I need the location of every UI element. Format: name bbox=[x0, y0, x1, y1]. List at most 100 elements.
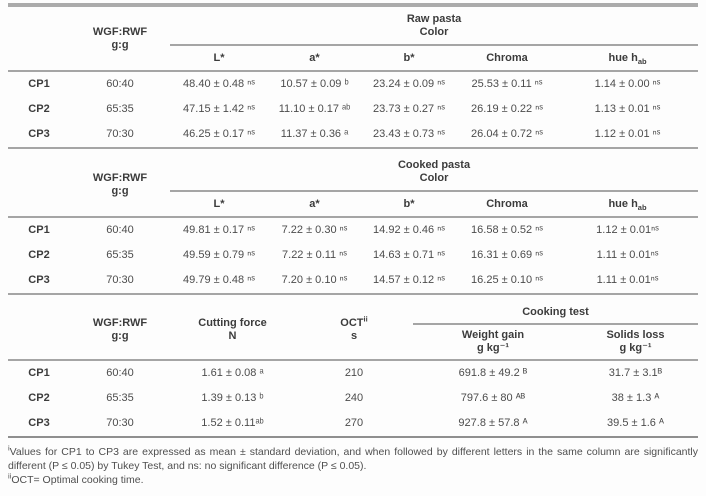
col-header-hue: hue hab bbox=[608, 197, 647, 212]
ratio-cell: 60:40 bbox=[106, 78, 134, 90]
value-cell-b: 23.73 ± 0.27 ⁿˢ bbox=[373, 103, 445, 115]
value-cell-a: 7.22 ± 0.11 ⁿˢ bbox=[282, 249, 347, 261]
group-header-row: WGF:RWF g:g Raw pasta Color bbox=[8, 5, 699, 51]
value-cell-L: 49.79 ± 0.48 ⁿˢ bbox=[183, 274, 255, 286]
ratio-column-header: WGF:RWF g:g bbox=[70, 295, 170, 360]
value-cell-b: 23.24 ± 0.09 ⁿˢ bbox=[373, 78, 445, 90]
sample-cell: CP1 bbox=[28, 78, 50, 90]
cooking-test-group-header: Cooking test bbox=[413, 295, 698, 325]
oct-unit: s bbox=[350, 330, 358, 342]
group-subtitle: Color bbox=[419, 26, 449, 38]
table-row: CP3 70:30 1.52 ± 0.11ᵃᵇ 270 927.8 ± 57.8… bbox=[8, 411, 698, 437]
group-title: Raw pasta bbox=[406, 13, 462, 25]
value-cell-b: 23.43 ± 0.73 ⁿˢ bbox=[373, 128, 445, 140]
cooking-test-table: WGF:RWF g:g Cutting force N OCTii s Cook… bbox=[8, 295, 698, 438]
hue-subscript: ab bbox=[637, 202, 647, 212]
sample-cell: CP3 bbox=[28, 274, 50, 286]
value-cell-cutting-force: 1.52 ± 0.11ᵃᵇ bbox=[201, 417, 264, 429]
col-header-chroma: Chroma bbox=[486, 51, 528, 64]
value-cell-chroma: 26.04 ± 0.72 ⁿˢ bbox=[471, 128, 543, 140]
value-cell-a: 11.10 ± 0.17 ᵃᵇ bbox=[278, 103, 351, 115]
sample-cell: CP1 bbox=[28, 367, 50, 379]
value-cell-chroma: 16.25 ± 0.10 ⁿˢ bbox=[471, 274, 543, 286]
value-cell-chroma: 16.31 ± 0.69 ⁿˢ bbox=[471, 249, 543, 261]
value-cell-a: 10.57 ± 0.09 ᵇ bbox=[280, 78, 349, 90]
oct-column-header: OCTii s bbox=[295, 295, 413, 360]
oct-label: OCT bbox=[340, 317, 364, 329]
ratio-cell: 70:30 bbox=[106, 128, 134, 140]
value-cell-a: 7.20 ± 0.10 ⁿˢ bbox=[281, 274, 348, 286]
table-row: CP2 65:35 49.59 ± 0.79 ⁿˢ 7.22 ± 0.11 ⁿˢ… bbox=[8, 243, 698, 268]
ratio-cell: 65:35 bbox=[106, 249, 134, 261]
value-cell-b: 14.92 ± 0.46 ⁿˢ bbox=[373, 224, 445, 236]
table-row: CP1 60:40 1.61 ± 0.08 ᵃ 210 691.8 ± 49.2… bbox=[8, 360, 698, 386]
value-cell-a: 7.22 ± 0.30 ⁿˢ bbox=[281, 224, 348, 236]
ratio-header-line1: WGF:RWF bbox=[92, 317, 148, 329]
value-cell-hue: 1.11 ± 0.01ⁿˢ bbox=[596, 274, 659, 286]
hue-subscript: ab bbox=[637, 56, 647, 66]
value-cell-weight-gain: 927.8 ± 57.8 ᴬ bbox=[458, 417, 528, 429]
cooked-pasta-table: WGF:RWF g:g Cooked pasta Color L* a* b* … bbox=[8, 149, 699, 295]
footnote-marker-i: i bbox=[8, 443, 10, 453]
table-row: CP2 65:35 47.15 ± 1.42 ⁿˢ 11.10 ± 0.17 ᵃ… bbox=[8, 97, 698, 122]
cooking-test-header: WGF:RWF g:g Cutting force N OCTii s Cook… bbox=[8, 295, 698, 360]
col-header-a: a* bbox=[309, 51, 320, 64]
oct-superscript: ii bbox=[363, 314, 368, 324]
col-header-hue: hue hab bbox=[608, 51, 647, 66]
value-cell-chroma: 25.53 ± 0.11 ⁿˢ bbox=[471, 78, 543, 90]
col-header-chroma: Chroma bbox=[486, 197, 528, 210]
column-label-row: Weight gain g kg⁻¹ Solids loss g kg⁻¹ bbox=[8, 324, 698, 360]
sample-cell: CP3 bbox=[28, 128, 50, 140]
group-title: Cooked pasta bbox=[397, 159, 471, 171]
group-subtitle: Color bbox=[419, 172, 449, 184]
ratio-header-line2: g:g bbox=[111, 185, 129, 197]
ratio-header-line2: g:g bbox=[111, 330, 129, 342]
value-cell-oct: 240 bbox=[344, 392, 364, 404]
ratio-cell: 60:40 bbox=[106, 367, 134, 379]
value-cell-L: 49.59 ± 0.79 ⁿˢ bbox=[183, 249, 255, 261]
sample-cell: CP1 bbox=[28, 224, 50, 236]
sample-column-header-empty bbox=[8, 295, 70, 360]
value-cell-solids-loss: 31.7 ± 3.1ᴮ bbox=[608, 367, 663, 379]
col-header-solids-loss: Solids loss g kg⁻¹ bbox=[606, 329, 665, 354]
table-row: CP1 60:40 48.40 ± 0.48 ⁿˢ 10.57 ± 0.09 ᵇ… bbox=[8, 71, 698, 97]
value-cell-hue: 1.11 ± 0.01ⁿˢ bbox=[596, 249, 659, 261]
sample-cell: CP2 bbox=[28, 103, 50, 115]
value-cell-chroma: 26.19 ± 0.22 ⁿˢ bbox=[471, 103, 543, 115]
value-cell-L: 48.40 ± 0.48 ⁿˢ bbox=[183, 78, 255, 90]
ratio-column-header: WGF:RWF g:g bbox=[70, 5, 170, 71]
table-footnotes: iValues for CP1 to CP3 are expressed as … bbox=[8, 443, 698, 487]
footnote-values: iValues for CP1 to CP3 are expressed as … bbox=[8, 443, 698, 473]
footnote-values-text: Values for CP1 to CP3 are expressed as m… bbox=[8, 446, 698, 472]
value-cell-cutting-force: 1.39 ± 0.13 ᵇ bbox=[201, 392, 264, 404]
sample-cell: CP2 bbox=[28, 249, 50, 261]
sample-cell: CP2 bbox=[28, 392, 50, 404]
value-cell-hue: 1.14 ± 0.00 ⁿˢ bbox=[594, 78, 661, 90]
table-row: CP3 70:30 46.25 ± 0.17 ⁿˢ 11.37 ± 0.36 ᵃ… bbox=[8, 122, 698, 148]
value-cell-b: 14.63 ± 0.71 ⁿˢ bbox=[373, 249, 445, 261]
column-label-row: L* a* b* Chroma hue hab bbox=[8, 45, 698, 71]
sample-column-header-empty bbox=[8, 149, 70, 217]
ratio-column-header: WGF:RWF g:g bbox=[70, 149, 170, 217]
table-row: CP1 60:40 49.81 ± 0.17 ⁿˢ 7.22 ± 0.30 ⁿˢ… bbox=[8, 217, 698, 243]
cooked-pasta-group-header: Cooked pasta Color bbox=[170, 149, 699, 192]
value-cell-L: 47.15 ± 1.42 ⁿˢ bbox=[183, 103, 255, 115]
cooked-pasta-header: WGF:RWF g:g Cooked pasta Color L* a* b* … bbox=[8, 149, 699, 217]
value-cell-L: 49.81 ± 0.17 ⁿˢ bbox=[183, 224, 255, 236]
value-cell-oct: 210 bbox=[344, 367, 364, 379]
cutting-force-column-header: Cutting force N bbox=[170, 295, 295, 360]
value-cell-weight-gain: 691.8 ± 49.2 ᴮ bbox=[458, 367, 528, 379]
footnote-marker-ii: ii bbox=[8, 471, 12, 481]
value-cell-oct: 270 bbox=[344, 417, 364, 429]
table-row: CP2 65:35 1.39 ± 0.13 ᵇ 240 797.6 ± 80 ᴬ… bbox=[8, 386, 698, 411]
column-label-row: L* a* b* Chroma hue hab bbox=[8, 191, 698, 217]
cutting-force-unit: N bbox=[228, 330, 237, 342]
value-cell-chroma: 16.58 ± 0.52 ⁿˢ bbox=[471, 224, 543, 236]
value-cell-weight-gain: 797.6 ± 80 ᴬᴮ bbox=[460, 392, 526, 404]
ratio-cell: 60:40 bbox=[106, 224, 134, 236]
raw-pasta-group-header: Raw pasta Color bbox=[170, 5, 699, 46]
ratio-header-line1: WGF:RWF bbox=[92, 172, 148, 184]
col-header-a: a* bbox=[309, 197, 320, 210]
value-cell-hue: 1.13 ± 0.01 ⁿˢ bbox=[594, 103, 661, 115]
value-cell-solids-loss: 39.5 ± 1.6 ᴬ bbox=[607, 417, 664, 429]
